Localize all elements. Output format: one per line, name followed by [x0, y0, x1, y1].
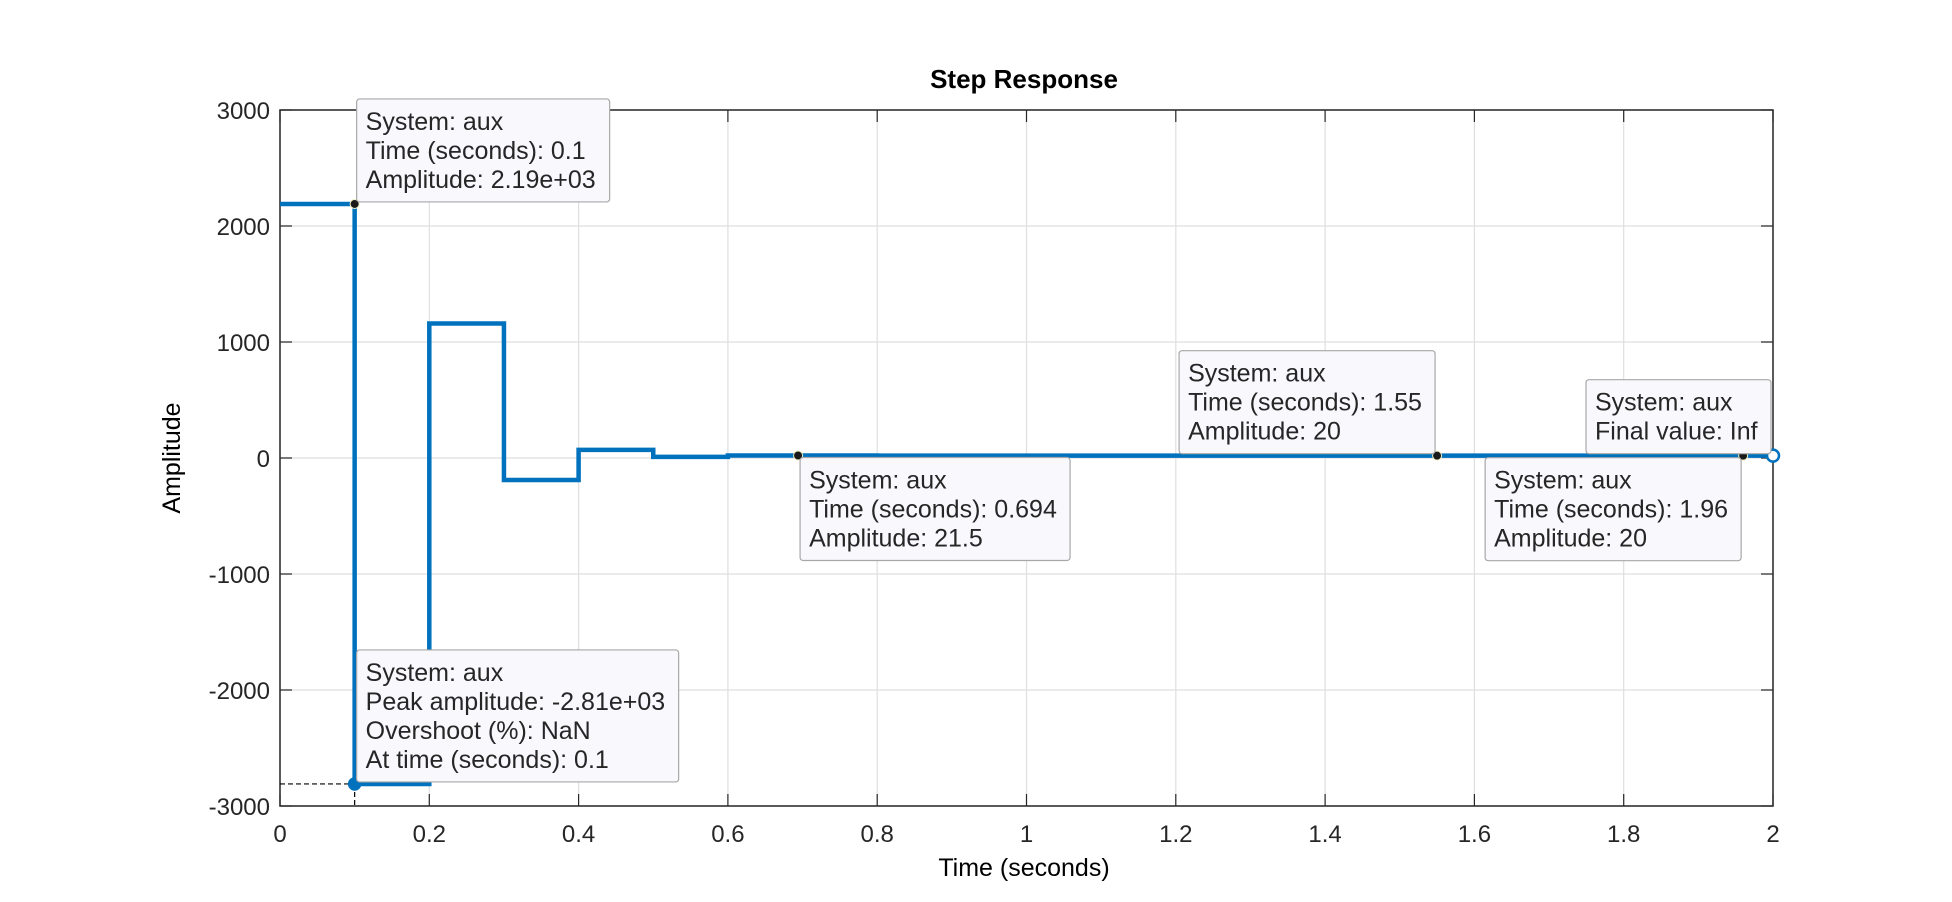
y-axis-label: Amplitude — [158, 402, 186, 513]
x-tick-label: 0 — [273, 821, 286, 848]
datatip-line: System: aux — [1494, 467, 1632, 495]
x-tick-label: 1.2 — [1159, 821, 1192, 848]
datatip-line: System: aux — [366, 659, 504, 687]
datatip-marker — [1432, 450, 1443, 461]
datatip-line: Peak amplitude: -2.81e+03 — [366, 688, 666, 716]
datatip-box — [1585, 379, 1772, 455]
x-tick-label: 0.4 — [562, 821, 595, 848]
datatip-line: Time (seconds): 0.1 — [366, 137, 586, 165]
datatip-line: Time (seconds): 0.694 — [809, 496, 1057, 524]
x-axis-label: Time (seconds) — [938, 854, 1109, 882]
y-tick-label: -2000 — [209, 678, 270, 705]
datatip-box — [356, 98, 611, 203]
y-tick-label: -3000 — [209, 794, 270, 821]
x-tick-label: 0.8 — [861, 821, 894, 848]
x-tick-label: 1 — [1020, 821, 1033, 848]
datatip-line: Amplitude: 2.19e+03 — [366, 166, 596, 194]
datatip-line: At time (seconds): 0.1 — [366, 746, 609, 774]
series-line-aux — [280, 201, 1773, 787]
x-tick-label: 2 — [1766, 821, 1779, 848]
datatip-line: System: aux — [1188, 360, 1326, 388]
datatip-marker — [349, 198, 360, 209]
datatip-markers — [347, 198, 1781, 791]
datatip-line: Overshoot (%): NaN — [366, 717, 591, 745]
datatip-box — [1484, 457, 1742, 562]
x-tick-label: 0.2 — [413, 821, 446, 848]
datatip-line: System: aux — [809, 467, 947, 495]
y-tick-label: 3000 — [217, 98, 270, 125]
y-tick-label: 0 — [257, 446, 270, 473]
datatip-line: Amplitude: 20 — [1188, 418, 1341, 446]
x-tick-label: 1.6 — [1458, 821, 1491, 848]
datatip-line: Amplitude: 20 — [1494, 525, 1647, 553]
y-tick-label: -1000 — [209, 562, 270, 589]
datatip-line: Final value: Inf — [1595, 418, 1758, 446]
datatip-box — [1178, 350, 1436, 455]
y-tick-label: 1000 — [217, 330, 270, 357]
datatip-line: System: aux — [1595, 389, 1733, 417]
datatip-line: System: aux — [366, 108, 504, 136]
x-tick-label: 0.6 — [711, 821, 744, 848]
datatip-line: Amplitude: 21.5 — [809, 525, 983, 553]
datatip-box — [799, 456, 1071, 562]
datatip-box — [356, 649, 680, 783]
y-tick-label: 2000 — [217, 214, 270, 241]
series-layer — [280, 201, 1773, 787]
datatip-line: Time (seconds): 1.55 — [1188, 389, 1422, 417]
x-tick-label: 1.4 — [1308, 821, 1341, 848]
x-tick-label: 1.8 — [1607, 821, 1640, 848]
datatip-marker — [793, 450, 804, 461]
chart-title: Step Response — [930, 64, 1118, 94]
datatip-line: Time (seconds): 1.96 — [1494, 496, 1728, 524]
